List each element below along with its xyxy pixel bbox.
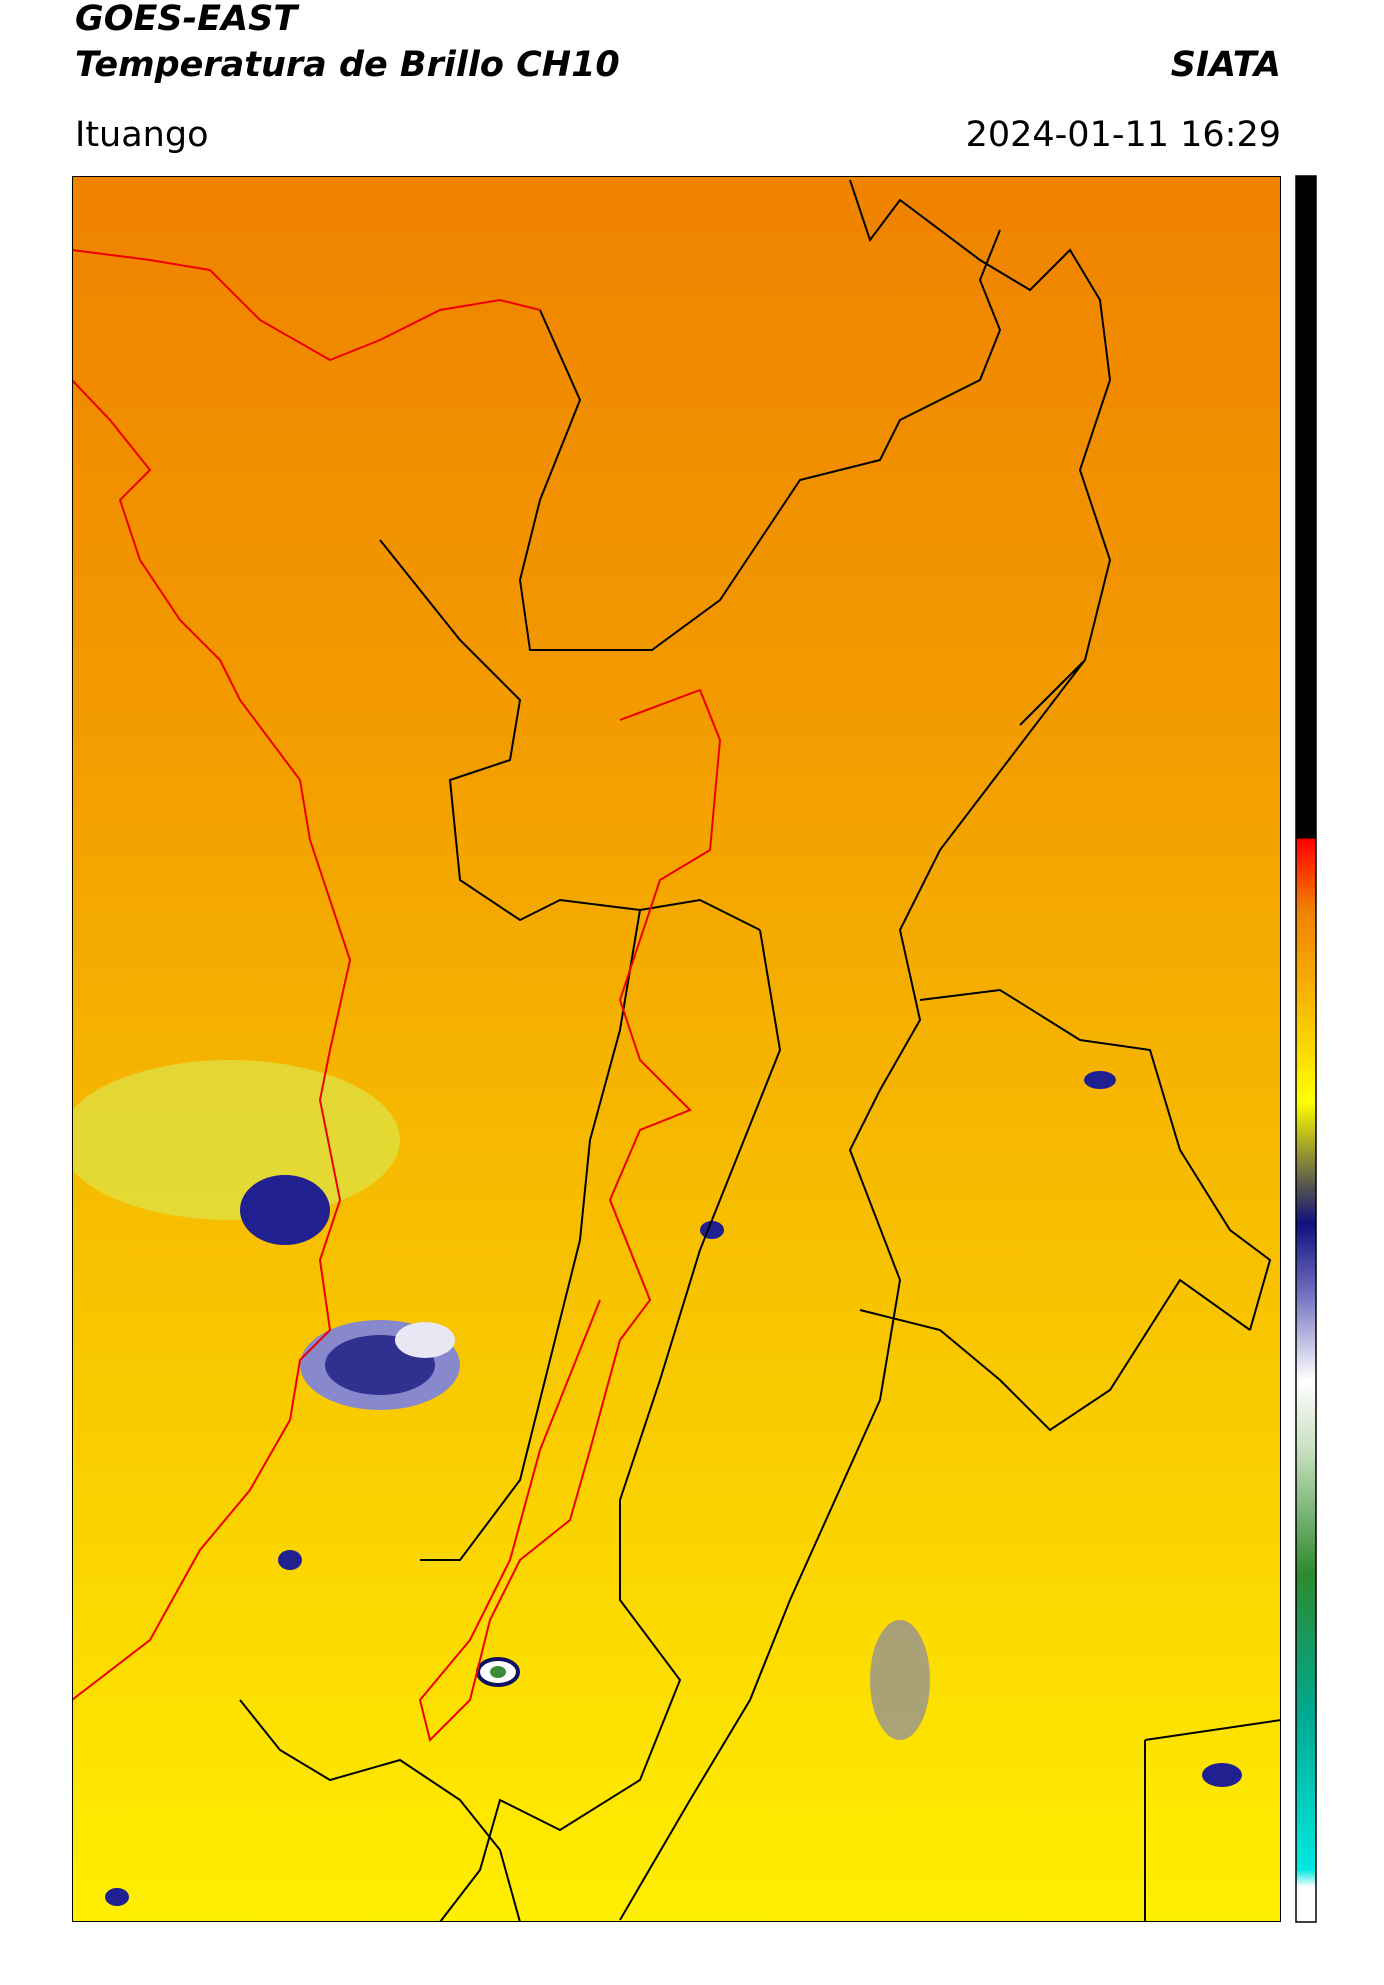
datetime: 2024-01-11 16:29	[966, 115, 1281, 155]
coastline	[72, 249, 722, 1742]
colorbar	[1295, 175, 1317, 1923]
location: Ituango	[75, 115, 209, 155]
brand: SIATA	[1171, 45, 1281, 85]
title: GOES-EAST	[75, 0, 300, 39]
borders	[239, 179, 1281, 1922]
subtitle: Temperatura de Brillo CH10	[75, 45, 620, 85]
map-background	[72, 176, 1281, 1922]
cloud-blobs	[72, 1060, 1242, 1906]
map	[72, 176, 1281, 1922]
